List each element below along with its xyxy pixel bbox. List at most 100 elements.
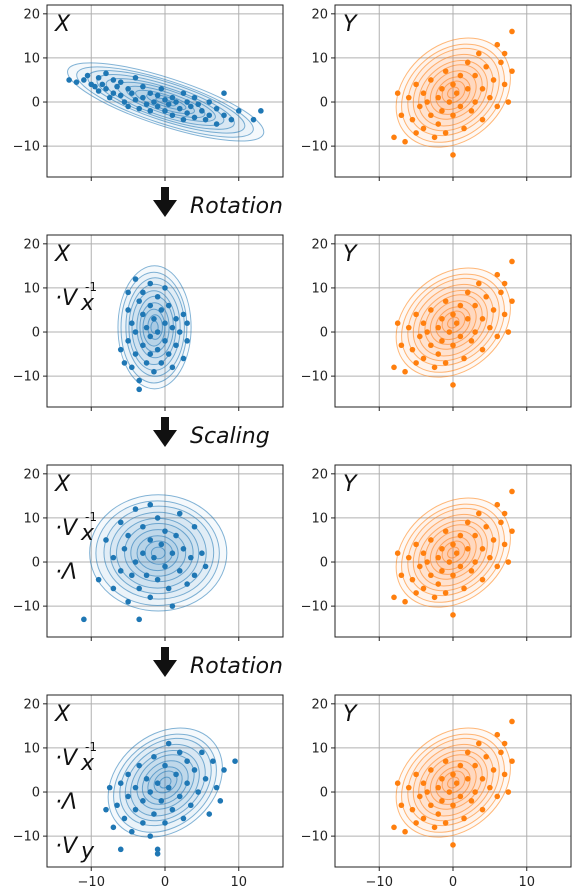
scatter-point [501, 50, 508, 57]
scatter-point [73, 79, 80, 85]
scatter-point [184, 320, 190, 327]
scatter-point [424, 329, 430, 335]
scatter-point [461, 585, 467, 592]
panel-label-superscript: -1 [85, 510, 97, 524]
panel-label: X [54, 472, 71, 497]
y-tick-label: −10 [301, 830, 328, 845]
panel-label: Y [343, 242, 358, 267]
scatter-point [121, 99, 128, 105]
scatter-point [154, 329, 161, 335]
scatter-point [417, 563, 423, 570]
y-tick-label: 10 [311, 51, 328, 66]
x-tick-label: −10 [366, 875, 393, 890]
panel-label: Y [343, 12, 358, 37]
x-tick-label: 0 [161, 875, 169, 890]
scatter-point [405, 94, 412, 101]
scatter-point [405, 324, 412, 331]
scatter-point [176, 510, 183, 517]
scatter-point [188, 802, 194, 809]
scatter-point [442, 68, 449, 74]
scatter-point [472, 532, 478, 539]
scatter-point [431, 364, 438, 371]
scatter-point [184, 110, 190, 116]
scatter-point [450, 802, 456, 809]
scatter-point [258, 108, 264, 114]
scatter-point [147, 333, 154, 340]
scatter-point [494, 333, 501, 340]
scatter-point [103, 806, 109, 813]
y-tick-label: −10 [301, 600, 328, 615]
scatter-point [446, 99, 453, 105]
density-contour [89, 494, 228, 612]
scatter-point [129, 828, 135, 835]
scatter-point [151, 368, 157, 375]
scatter-point [479, 545, 486, 552]
density-contour [401, 43, 505, 143]
scatter-point [420, 125, 427, 132]
scatter-point [173, 532, 179, 539]
scatter-point [169, 550, 176, 557]
scatter-point [110, 585, 117, 592]
scatter-point [180, 815, 187, 822]
scatter-point [420, 355, 427, 362]
scatter-point [435, 784, 442, 791]
scatter-point [428, 802, 434, 809]
y-tick-label: 20 [23, 467, 40, 482]
scatter-point [398, 572, 405, 579]
scatter-point [394, 550, 401, 557]
scatter-point [132, 784, 139, 791]
scatter-point [464, 289, 471, 296]
scatter-point [505, 559, 512, 565]
scatter-point [125, 793, 131, 800]
step-label: Rotation [190, 194, 283, 219]
scatter-point [147, 280, 154, 287]
scatter-point [464, 59, 471, 66]
scatter-point [147, 351, 154, 357]
scatter-point [464, 775, 471, 782]
scatter-point [95, 576, 102, 583]
scatter-point [154, 346, 161, 353]
scatter-point [428, 112, 434, 119]
scatter-point [66, 77, 72, 83]
scatter-point [398, 112, 405, 119]
scatter-point [509, 28, 515, 35]
scatter-point [143, 572, 150, 579]
scatter-point [450, 771, 456, 778]
scatter-point [428, 77, 434, 83]
y-tick-label: 0 [320, 96, 328, 111]
scatter-point [151, 811, 157, 817]
scatter-point [92, 83, 98, 90]
scatter-point [420, 815, 427, 822]
scatter-point [103, 70, 109, 77]
density-contour [109, 511, 207, 595]
panel-label-term: ·V [55, 516, 79, 541]
scatter-point [191, 572, 198, 579]
scatter-point [136, 105, 142, 112]
scatter-point [479, 346, 486, 353]
scatter-point [505, 789, 512, 795]
scatter-point [420, 550, 427, 557]
scatter-point [180, 355, 187, 362]
scatter-point [162, 108, 168, 114]
y-tick-label: 0 [320, 786, 328, 801]
scatter-point [398, 342, 405, 349]
scatter-point [413, 820, 419, 826]
y-tick-label: 20 [23, 7, 40, 22]
step-label: Scaling [190, 424, 270, 449]
scatter-point [114, 83, 120, 90]
scatter-point [140, 94, 146, 101]
scatter-point [121, 815, 128, 822]
scatter-point [461, 815, 467, 822]
scatter-point [154, 780, 161, 787]
scatter-point [169, 806, 176, 813]
panel-2-left: −10 0 10 20 X ·V x-1 [13, 234, 284, 411]
panel-label: X [54, 242, 71, 267]
scatter-point [509, 298, 515, 304]
scatter-point [439, 108, 445, 114]
y-tick-label: 10 [23, 741, 40, 756]
scatter-point [494, 103, 501, 110]
scatter-point [472, 789, 478, 795]
scatter-point [154, 515, 161, 521]
scatter-point [151, 554, 157, 561]
